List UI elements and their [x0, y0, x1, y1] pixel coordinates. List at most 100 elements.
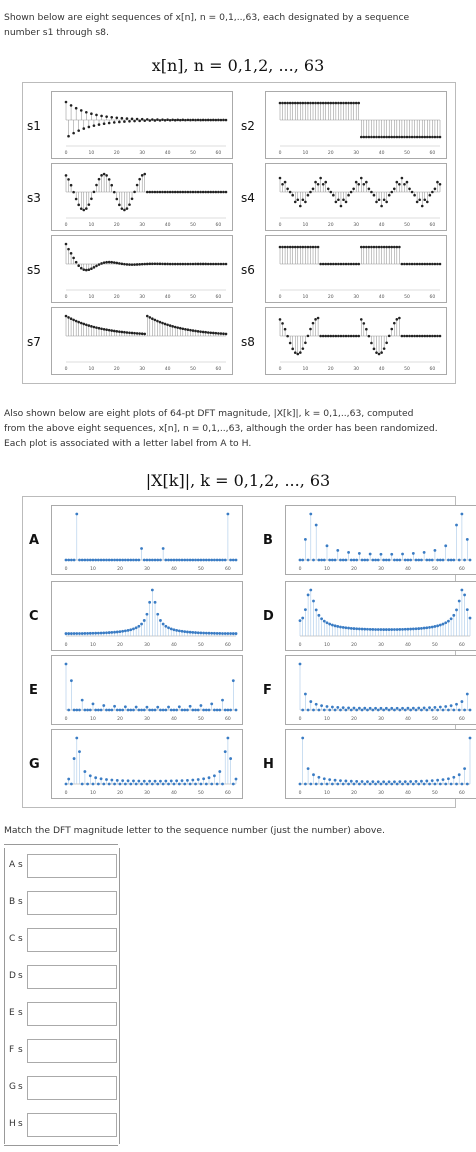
dft-point: [420, 779, 423, 783]
dft-plot-A: 0 10 20 30 40 50 60: [51, 505, 243, 575]
sequence-tick-label: 20: [328, 294, 334, 300]
sequence-point: [410, 334, 414, 338]
dft-point: [156, 612, 160, 616]
instruction-text: Match the DFT magnitude letter to the se…: [4, 825, 385, 836]
sequence-point: [105, 115, 108, 118]
dft-point: [417, 782, 421, 786]
sequence-point: [304, 245, 307, 249]
dft-point: [322, 619, 326, 623]
sequence-point: [385, 135, 388, 139]
dft-point: [371, 628, 375, 631]
dft-point: [78, 632, 81, 635]
answer-letter: D: [9, 971, 16, 981]
sequence-point: [413, 334, 416, 338]
dft-point: [457, 708, 461, 712]
dft-point: [387, 780, 391, 784]
sequence-point: [311, 245, 315, 249]
dft-point: [213, 558, 216, 562]
sequence-point: [304, 101, 307, 105]
sequence-point: [309, 327, 312, 331]
dft-point: [86, 631, 89, 635]
dft-point: [395, 628, 399, 631]
sequence-tick-label: 40: [379, 150, 385, 156]
sequence-point: [326, 262, 330, 266]
sequence-tick-label: 50: [190, 294, 196, 300]
dft-point: [126, 779, 130, 783]
dft-tick-label: 40: [405, 642, 411, 648]
answer-input-H[interactable]: [27, 1113, 117, 1137]
sequence-point: [163, 118, 167, 122]
sequence-point: [296, 198, 300, 202]
dft-point: [126, 558, 130, 562]
sequence-point: [326, 101, 330, 105]
sequence-point: [428, 135, 432, 139]
dft-point: [417, 558, 421, 562]
dft-point: [447, 708, 450, 712]
dft-point: [86, 708, 89, 712]
answer-input-D[interactable]: [27, 965, 117, 989]
dft-svg-G: 0 10 20 30 40 50 60: [65, 736, 238, 796]
dft-label-E: E: [29, 683, 38, 698]
dft-point: [67, 632, 71, 635]
answer-letter: B: [9, 897, 16, 907]
sequence-point: [420, 135, 424, 139]
answer-input-F[interactable]: [27, 1039, 117, 1063]
dft-point: [188, 630, 192, 634]
sequence-point: [102, 172, 106, 176]
sequence-point: [224, 262, 228, 266]
dft-tick-label: 30: [144, 642, 150, 648]
dft-point: [420, 558, 423, 562]
sequence-point: [100, 174, 103, 177]
dft-point: [191, 708, 195, 712]
dft-point: [210, 631, 214, 635]
dft-point: [395, 706, 399, 710]
dft-point: [218, 558, 222, 562]
sequence-point: [400, 262, 404, 266]
dft-point: [102, 558, 106, 562]
sequence-point: [105, 174, 108, 177]
answer-input-A[interactable]: [27, 854, 117, 878]
sequence-point: [286, 334, 289, 338]
dft-svg-A: 0 10 20 30 40 50 60: [65, 512, 238, 572]
dft-point: [298, 558, 302, 562]
answer-input-E[interactable]: [27, 1002, 117, 1026]
sequence-point: [178, 190, 182, 194]
answer-input-C[interactable]: [27, 928, 117, 952]
sequence-point: [184, 327, 187, 331]
answer-input-G[interactable]: [27, 1076, 117, 1100]
sequence-point: [186, 262, 190, 266]
answer-input-B[interactable]: [27, 891, 117, 915]
sequence-point: [299, 101, 302, 105]
sequence-point: [171, 325, 174, 328]
sequence-tick-label: 30: [353, 150, 359, 156]
dft-point: [409, 627, 413, 631]
sequence-tick-label: 40: [165, 294, 171, 300]
dft-point: [384, 782, 388, 786]
dft-point: [395, 782, 399, 786]
dft-point: [457, 773, 461, 777]
sequence-tick-label: 0: [65, 150, 68, 156]
dft-point: [159, 708, 162, 712]
dft-point: [72, 757, 76, 760]
dft-point: [231, 782, 235, 786]
sequence-point: [334, 262, 338, 266]
dft-point: [398, 708, 402, 712]
sequence-point: [387, 245, 391, 249]
dft-point: [231, 632, 235, 635]
sequence-point: [201, 262, 205, 266]
dft-plot-F: 0 10 20 30 40 50 60: [285, 655, 476, 725]
sequence-point: [166, 190, 169, 194]
sequence-point: [77, 203, 80, 207]
dft-point: [449, 617, 453, 621]
dft-tick-label: 40: [171, 642, 177, 648]
sequence-point: [64, 174, 68, 177]
dft-point: [148, 779, 152, 783]
sequence-point: [398, 182, 401, 186]
dft-point: [328, 622, 332, 626]
dft-point: [156, 558, 160, 562]
dft-point: [110, 631, 114, 634]
dft-point: [433, 548, 437, 552]
dft-point: [395, 558, 399, 562]
sequence-point: [191, 329, 195, 332]
sequence-point: [222, 118, 225, 122]
